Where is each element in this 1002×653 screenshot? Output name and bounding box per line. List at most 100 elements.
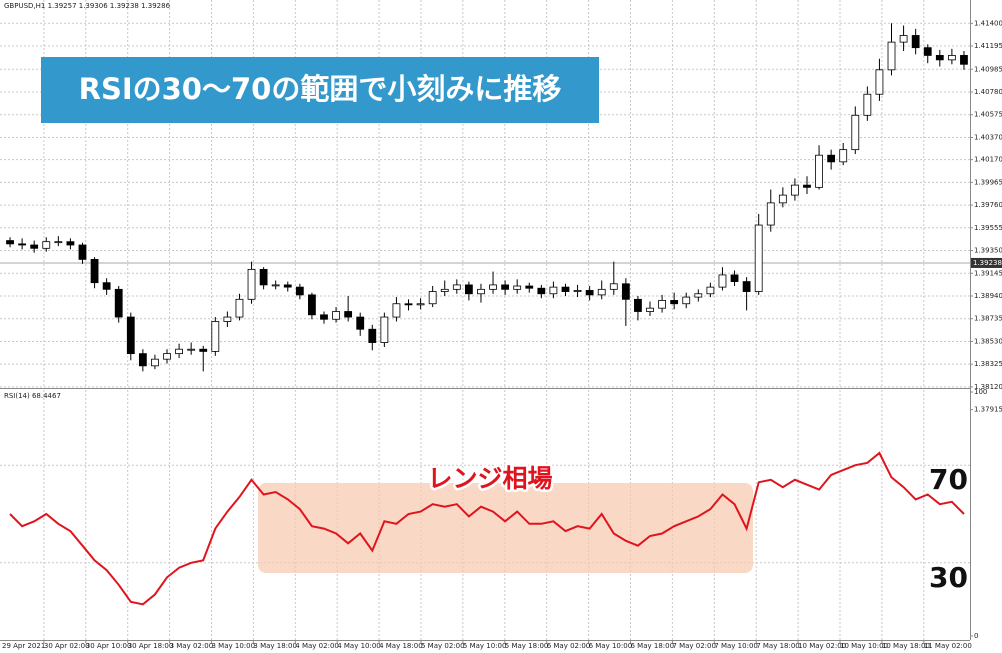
candle-body (803, 184, 811, 188)
y-tick-label: 1.38120 (974, 383, 1002, 391)
y-tick-label: 1.40780 (974, 88, 1002, 96)
candle-body (102, 282, 111, 290)
x-tick-label: 6 May 18:00 (631, 642, 675, 650)
candle-body (549, 286, 558, 295)
candle-body (18, 243, 27, 246)
x-tick-label: 7 May 18:00 (756, 642, 800, 650)
x-tick-label: 4 May 10:00 (337, 642, 381, 650)
candle-body (320, 314, 328, 320)
x-tick-label: 3 May 10:00 (212, 642, 256, 650)
x-tick-label: 30 Apr 10:00 (86, 642, 132, 650)
candle-body (609, 283, 618, 290)
candle-body (778, 194, 787, 204)
candle-body (597, 288, 606, 296)
rsi-line (9, 451, 965, 606)
range-label: レンジ相場 (427, 464, 552, 493)
candle-body (935, 55, 944, 61)
candle-body (887, 41, 896, 71)
candle-body (283, 284, 292, 288)
candle-body (440, 288, 449, 292)
candle-body (368, 328, 377, 343)
callout-box (41, 57, 599, 123)
candle-body (694, 293, 703, 298)
x-tick-label: 29 Apr 2021 (2, 642, 45, 650)
candle-body (416, 303, 425, 306)
candle-body (899, 35, 908, 43)
candle-body (585, 290, 594, 296)
candle-body (621, 283, 630, 300)
mark-layer (6, 23, 968, 606)
candle-body (344, 311, 353, 318)
range-box (258, 483, 753, 573)
x-tick-label: 5 May 10:00 (463, 642, 507, 650)
candle-body (356, 316, 365, 330)
candle-body (126, 316, 135, 355)
candle-body (742, 281, 751, 292)
candle-body (295, 286, 304, 296)
candle-body (66, 241, 75, 246)
bid-box (971, 257, 1002, 268)
candle-body (90, 259, 99, 284)
x-tick-label: 3 May 18:00 (253, 642, 297, 650)
candle-body (501, 284, 510, 290)
candle-body (923, 47, 932, 56)
candle-body (211, 321, 220, 352)
candle-body (561, 286, 570, 292)
candle-body (392, 303, 401, 318)
candle-body (718, 274, 727, 288)
candle-body (911, 35, 920, 49)
rsi-title: RSI(14) 68.4467 (4, 392, 61, 400)
candle-body (875, 69, 884, 95)
x-tick-label: 6 May 10:00 (589, 642, 633, 650)
candle-body (223, 316, 232, 322)
candle-body (863, 93, 872, 116)
price-title: GBPUSD,H1 1.39257 1.39306 1.39238 1.3928… (4, 2, 171, 10)
candle-body (30, 244, 39, 249)
y-tick-label: 1.41195 (974, 42, 1002, 50)
x-tick-label: 30 Apr 18:00 (128, 642, 174, 650)
x-tick-label: 7 May 02:00 (672, 642, 716, 650)
candle-body (960, 55, 968, 65)
candle-body (452, 284, 461, 290)
y-tick-label: 1.38735 (974, 315, 1002, 323)
y-tick-label: 1.39965 (974, 178, 1002, 186)
candle-body (513, 285, 522, 290)
y-tick-label: 1.40985 (974, 65, 1002, 73)
rsi-tick-label: 100 (974, 388, 987, 396)
candle-body (163, 353, 171, 360)
candle-body (489, 284, 497, 290)
candle-body (464, 284, 473, 295)
candle-body (54, 241, 63, 244)
y-tick-label: 1.39555 (974, 224, 1002, 232)
x-tick-label: 10 May 10:00 (840, 642, 888, 650)
candle-body (175, 348, 183, 355)
candle-body (138, 353, 147, 367)
y-tick-label: 1.37915 (974, 406, 1002, 414)
candle-body (754, 224, 763, 292)
candle-body (658, 300, 666, 309)
bid-label: 1.39238 (973, 259, 1002, 267)
candle-body (187, 348, 196, 351)
candle-body (114, 288, 123, 318)
candle-body (947, 55, 956, 61)
candle-body (851, 114, 860, 151)
candle-body (380, 316, 389, 343)
candle-body (151, 358, 159, 367)
candle-body (573, 290, 582, 292)
x-tick-label: 10 May 02:00 (798, 642, 846, 650)
y-tick-label: 1.39760 (974, 201, 1002, 209)
candle-body (634, 298, 642, 312)
candle-body (706, 286, 715, 295)
candle-body (78, 244, 87, 260)
y-tick-label: 1.39145 (974, 269, 1002, 277)
candle-body (791, 184, 799, 196)
y-tick-label: 1.41400 (974, 19, 1002, 27)
candle-body (646, 307, 654, 312)
candle-body (404, 303, 413, 306)
candle-body (766, 202, 775, 226)
y-tick-label: 1.38940 (974, 292, 1002, 300)
candle-body (42, 241, 51, 249)
y-tick-label: 1.40575 (974, 111, 1002, 119)
x-tick-label: 30 Apr 02:00 (44, 642, 90, 650)
